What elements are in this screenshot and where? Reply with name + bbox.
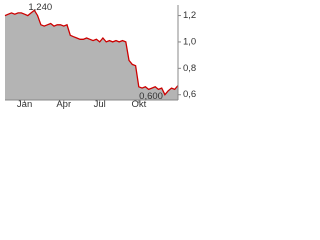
line: [4, 9, 179, 96]
x-tick-label: Jul: [94, 99, 106, 110]
x-tick-label: Okt: [131, 99, 146, 110]
annotation: 1,240: [28, 2, 52, 13]
x-tick-label: Apr: [56, 99, 71, 110]
x-tick-label: Jan: [17, 99, 32, 110]
y-tick-label: 1,0: [183, 36, 196, 47]
annotation: 0,600: [139, 91, 163, 102]
y-tick-label: 0,8: [183, 63, 196, 74]
area: [5, 10, 178, 100]
y-tick-label: 1,2: [183, 10, 196, 21]
chart: 0,6 0,8 1,0 1,2 Jan Apr Jul Okt 1,240 0,600: [4, 2, 196, 110]
y-tick-label: 0,6: [183, 89, 196, 100]
